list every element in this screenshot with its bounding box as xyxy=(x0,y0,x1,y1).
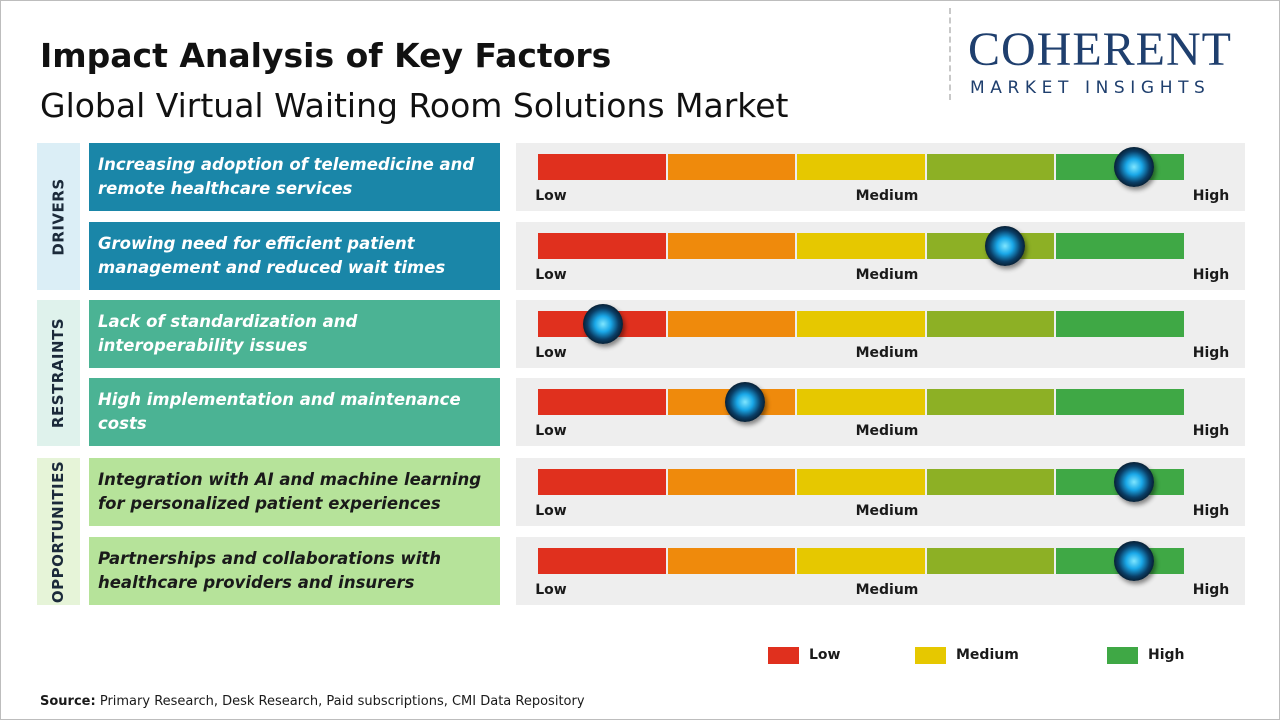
gauge-segment xyxy=(926,469,1055,495)
factor-text: Lack of standardization and interoperabi… xyxy=(89,300,500,368)
scale-label: Low xyxy=(535,188,567,204)
group-label: RESTRAINTS xyxy=(49,317,68,429)
scale-label: Low xyxy=(535,267,567,283)
factor-text: Partnerships and collaborations with hea… xyxy=(89,537,500,605)
legend-label: High xyxy=(1148,647,1185,663)
legend-label: Low xyxy=(809,647,841,663)
gauge-segment xyxy=(667,469,796,495)
gauge-segment xyxy=(538,389,666,415)
scale-label: Medium xyxy=(855,267,919,283)
scale-label: High xyxy=(1192,345,1230,361)
scale-label: Medium xyxy=(855,423,919,439)
impact-knob xyxy=(725,382,766,422)
gauge-segment xyxy=(926,389,1055,415)
impact-knob xyxy=(1114,541,1155,581)
gauge-segment xyxy=(797,154,925,180)
gauge-segment xyxy=(1056,233,1184,259)
gauge-segment xyxy=(926,311,1055,337)
source-text: Primary Research, Desk Research, Paid su… xyxy=(99,694,585,709)
gauge-segment xyxy=(926,548,1055,574)
gauge-segment xyxy=(538,469,666,495)
title: Impact Analysis of Key Factors xyxy=(40,36,612,75)
scale-label: Medium xyxy=(855,188,919,204)
scale-label: High xyxy=(1192,503,1230,519)
gauge-segment xyxy=(538,548,666,574)
scale-label: Low xyxy=(535,345,567,361)
gauge-segment xyxy=(538,233,666,259)
gauge-segment xyxy=(797,311,925,337)
gauge-segment xyxy=(667,233,796,259)
gauge-segment xyxy=(797,389,925,415)
gauge-segment xyxy=(797,548,925,574)
gauge-segment xyxy=(1056,311,1184,337)
gauge-segment xyxy=(797,233,925,259)
group-label: DRIVERS xyxy=(49,177,68,256)
impact-knob xyxy=(1114,462,1155,502)
legend-swatch xyxy=(768,647,799,664)
scale-label: High xyxy=(1192,188,1230,204)
factor-text: Growing need for efficient patient manag… xyxy=(89,222,500,290)
group-label-box: DRIVERS xyxy=(37,143,80,290)
scale-label: Medium xyxy=(855,582,919,598)
gauge-segment xyxy=(667,154,796,180)
scale-label: Low xyxy=(535,582,567,598)
logo-tagline: MARKET INSIGHTS xyxy=(970,78,1211,98)
scale-label: High xyxy=(1192,423,1230,439)
factor-text: Increasing adoption of telemedicine and … xyxy=(89,143,500,211)
logo-name: COHERENT xyxy=(968,23,1232,76)
group-label-box: RESTRAINTS xyxy=(37,300,80,446)
gauge-segment xyxy=(667,548,796,574)
scale-label: Low xyxy=(535,423,567,439)
source-label: Source: xyxy=(40,694,96,709)
impact-knob xyxy=(582,304,623,344)
gauge-segment xyxy=(1056,389,1184,415)
divider xyxy=(949,8,951,100)
factor-text: Integration with AI and machine learning… xyxy=(89,458,500,526)
source: Source: Primary Research, Desk Research,… xyxy=(40,694,585,709)
scale-label: High xyxy=(1192,582,1230,598)
legend-swatch xyxy=(915,647,946,664)
legend-swatch xyxy=(1107,647,1138,664)
gauge-segment xyxy=(797,469,925,495)
scale-label: Medium xyxy=(855,503,919,519)
gauge-segment xyxy=(538,154,666,180)
impact-knob xyxy=(984,226,1025,266)
scale-label: Medium xyxy=(855,345,919,361)
subtitle: Global Virtual Waiting Room Solutions Ma… xyxy=(40,86,789,125)
gauge-segment xyxy=(667,311,796,337)
group-label: OPPORTUNITIES xyxy=(49,460,68,603)
group-label-box: OPPORTUNITIES xyxy=(37,458,80,605)
impact-knob xyxy=(1114,147,1155,187)
scale-label: High xyxy=(1192,267,1230,283)
legend-label: Medium xyxy=(956,647,1019,663)
scale-label: Low xyxy=(535,503,567,519)
factor-text: High implementation and maintenance cost… xyxy=(89,378,500,446)
gauge-segment xyxy=(926,154,1055,180)
